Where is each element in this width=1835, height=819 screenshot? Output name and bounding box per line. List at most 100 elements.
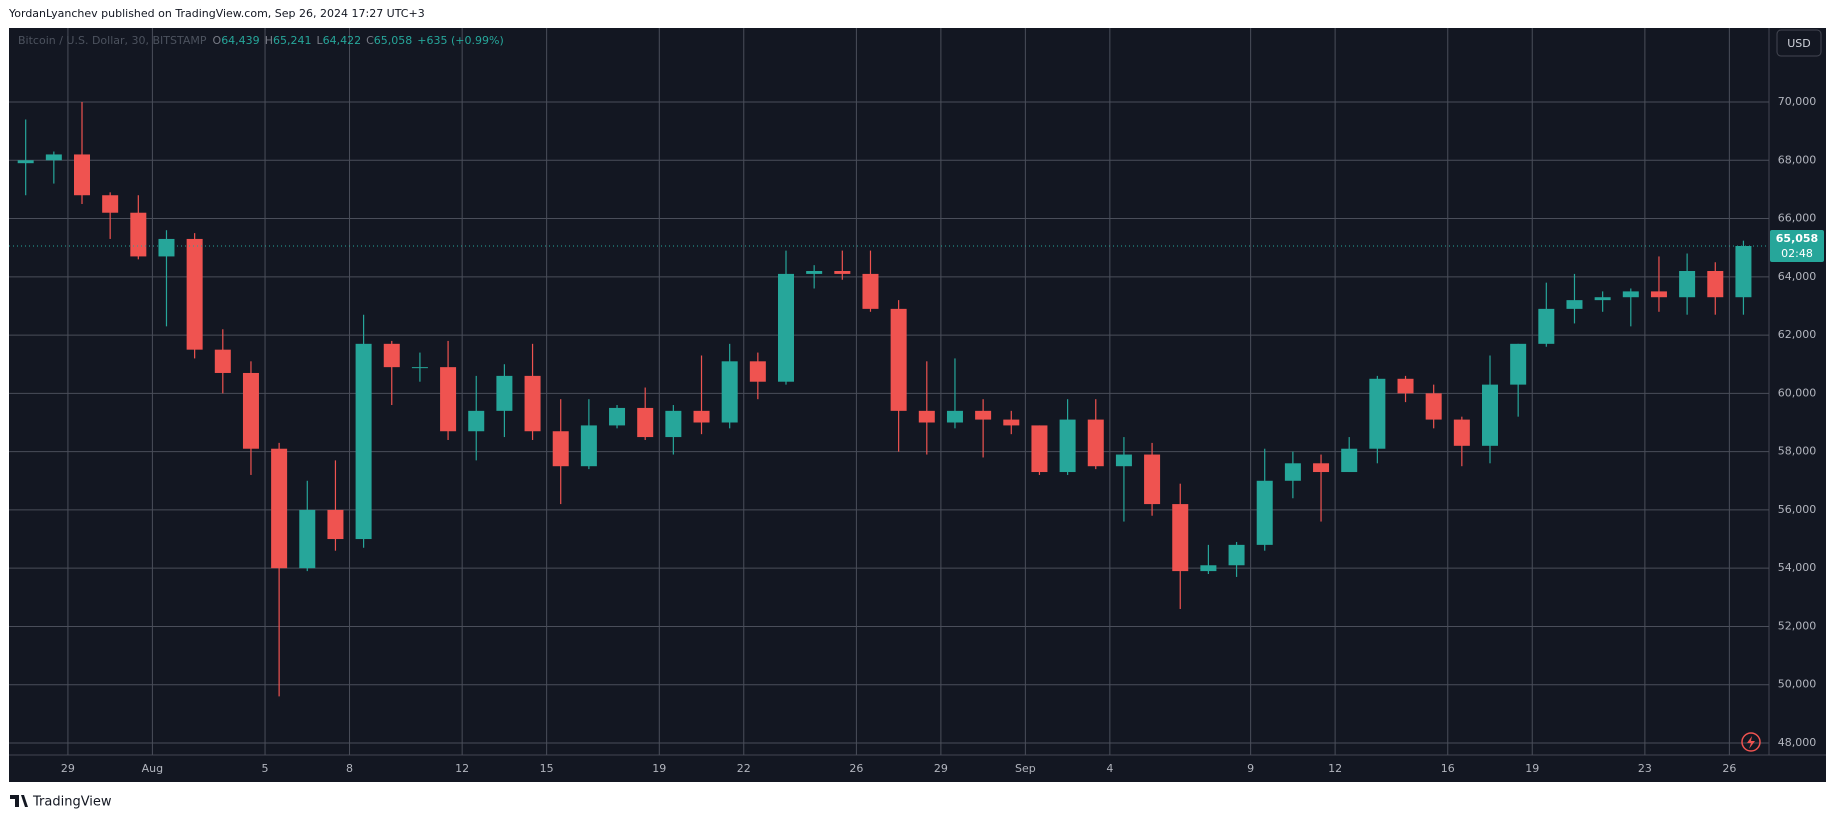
candle-body xyxy=(1707,270,1724,298)
candle-body xyxy=(158,238,175,257)
x-tick-label: 23 xyxy=(1638,762,1652,775)
y-tick-label: 66,000 xyxy=(1778,212,1817,225)
candle-body xyxy=(580,425,597,467)
legend-key: H xyxy=(265,34,273,47)
candle-body xyxy=(1115,454,1132,467)
x-tick-label: 12 xyxy=(1328,762,1342,775)
candle-body xyxy=(918,410,935,423)
candle-body xyxy=(1397,378,1414,394)
candle-body xyxy=(890,308,907,411)
countdown-label: 02:48 xyxy=(1781,247,1813,260)
candle-body xyxy=(1510,343,1527,385)
candle-body xyxy=(637,407,654,438)
candle-body xyxy=(186,238,203,350)
overlay-layer: 65,058 02:48 Bitcoin / U.S. Dollar, 30, BI… xyxy=(9,34,1824,262)
x-tick-label: 9 xyxy=(1247,762,1254,775)
candle-body xyxy=(1031,425,1048,473)
candle-body xyxy=(665,410,682,438)
candle-body xyxy=(946,410,963,423)
candle-body xyxy=(1284,463,1301,481)
legend-key: L xyxy=(316,34,323,47)
y-tick-label: 54,000 xyxy=(1778,561,1817,574)
chart-background xyxy=(9,28,1826,782)
x-tick-label: 16 xyxy=(1441,762,1455,775)
x-tick-label: 19 xyxy=(652,762,666,775)
candle-body xyxy=(130,212,147,257)
candle-body xyxy=(552,431,569,467)
candle-body xyxy=(778,273,794,382)
candle-body xyxy=(1650,291,1667,298)
footer-brand: TradingView xyxy=(32,795,112,810)
candle-body xyxy=(271,448,288,569)
x-tick-label: 15 xyxy=(540,762,554,775)
candle-body xyxy=(1453,419,1470,446)
candle-body xyxy=(74,154,90,196)
x-tick-label: 26 xyxy=(1722,762,1736,775)
x-tick-label: 19 xyxy=(1525,762,1539,775)
candle-body xyxy=(1566,300,1583,309)
candle-body xyxy=(1341,448,1358,473)
candle-body xyxy=(242,372,259,449)
x-tick-label: 22 xyxy=(737,762,751,775)
candle-body xyxy=(1003,419,1020,426)
legend-value: 65,058 xyxy=(374,34,413,47)
currency-label: USD xyxy=(1787,37,1811,50)
candle-body xyxy=(468,410,485,432)
candle-body xyxy=(609,407,626,426)
x-tick-label: Aug xyxy=(142,762,163,775)
candle-body xyxy=(45,154,62,161)
footer-logo xyxy=(10,795,28,807)
candle-body xyxy=(1144,454,1161,505)
legend-symbol: Bitcoin / U.S. Dollar, 30, BITSTAMP xyxy=(18,34,207,47)
y-tick-label: 64,000 xyxy=(1778,270,1817,283)
candle-body xyxy=(862,273,879,309)
y-tick-label: 56,000 xyxy=(1778,503,1817,516)
candle-body xyxy=(411,367,428,369)
legend-key: O xyxy=(213,34,222,47)
x-tick-label: 12 xyxy=(455,762,469,775)
currency-button[interactable] xyxy=(1776,29,1822,57)
candle-body xyxy=(1679,270,1696,298)
candle-body xyxy=(721,361,738,423)
candle-body xyxy=(806,270,823,274)
candle-body xyxy=(1538,308,1555,344)
candle-body xyxy=(975,410,992,420)
candle-body xyxy=(1200,565,1217,572)
candle-body xyxy=(496,375,513,411)
candle-body xyxy=(1735,245,1752,298)
x-tick-label: Sep xyxy=(1015,762,1036,775)
candle-body xyxy=(1622,291,1639,298)
y-tick-label: 58,000 xyxy=(1778,445,1817,458)
candle-body xyxy=(17,160,34,164)
candle-body xyxy=(749,361,766,382)
candle-body xyxy=(1059,419,1076,473)
candle-body xyxy=(102,195,119,213)
x-tick-label: 4 xyxy=(1106,762,1113,775)
candle-body xyxy=(1369,378,1386,449)
candle-body xyxy=(1425,393,1442,420)
last-price-label: 65,058 xyxy=(1776,232,1818,245)
candle-body xyxy=(440,367,457,432)
y-tick-label: 62,000 xyxy=(1778,328,1817,341)
candle-body xyxy=(383,343,400,368)
candle-body xyxy=(1313,463,1330,473)
x-tick-label: 5 xyxy=(262,762,269,775)
candle-body xyxy=(355,343,372,540)
x-tick-label: 8 xyxy=(346,762,353,775)
y-tick-label: 50,000 xyxy=(1778,678,1817,691)
y-tick-label: 52,000 xyxy=(1778,619,1817,632)
publisher-line: YordanLyanchev published on TradingView.… xyxy=(8,7,425,20)
alert-icon[interactable] xyxy=(1741,732,1761,752)
candle-body xyxy=(1594,297,1611,301)
y-tick-label: 48,000 xyxy=(1778,736,1817,749)
candle-body xyxy=(327,509,344,540)
candle-body xyxy=(1256,480,1273,545)
candle-layer xyxy=(17,102,1752,697)
last-price-box xyxy=(1770,229,1824,262)
legend-key: C xyxy=(366,34,374,47)
x-tick-label: 26 xyxy=(849,762,863,775)
candle-body xyxy=(834,270,851,274)
legend-value: 64,422 xyxy=(323,34,362,47)
candle-body xyxy=(1482,384,1498,446)
